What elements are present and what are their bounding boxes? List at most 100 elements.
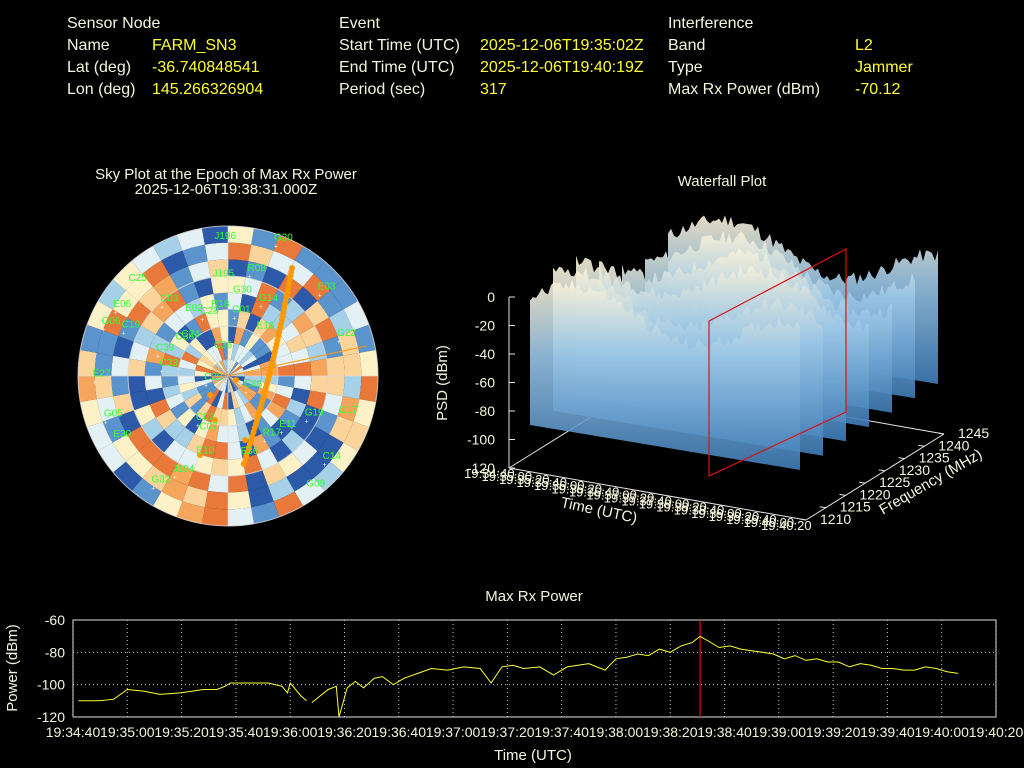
waterfall-freq-tick-label: 1245 (958, 425, 989, 441)
satellite-label: G20 (274, 232, 293, 243)
satellite-marker: + (196, 456, 200, 463)
waterfall-z-tick-label: -120 (467, 460, 495, 476)
sky-cell (230, 391, 240, 409)
satellite-marker: + (305, 419, 309, 426)
sky-cell (317, 290, 344, 318)
sky-cell (211, 344, 223, 362)
sky-cell (111, 376, 130, 397)
sky-cell (353, 324, 376, 353)
sky-cell (94, 376, 114, 400)
satellite-marker: + (211, 310, 215, 317)
sky-cell (128, 358, 146, 376)
sky-cell (195, 401, 212, 420)
waterfall-freq-tick (878, 469, 885, 472)
sky-cell (162, 353, 182, 368)
sky-cell (293, 376, 312, 391)
power-chart-x-tick-label: 19:35:40 (209, 724, 264, 740)
sky-cell (211, 370, 228, 376)
sky-cell (228, 370, 245, 376)
satellite-label: G32 (151, 475, 170, 486)
satellite-label: C28 (200, 306, 219, 317)
power-chart-x-tick-label: 19:40:00 (914, 724, 969, 740)
waterfall-time-tick-label: 19:40:20 (761, 518, 812, 533)
sky-cell (195, 378, 213, 388)
sky-cell (292, 286, 318, 312)
sky-cell (245, 261, 268, 283)
sky-cell (225, 359, 228, 376)
sky-cell (78, 349, 97, 376)
sky-cell (194, 370, 212, 376)
power-series-line (311, 635, 959, 718)
sky-cell (134, 404, 156, 426)
sky-cell (113, 261, 143, 291)
sky-cell (178, 376, 196, 385)
satellite-marker: + (101, 327, 105, 334)
sky-cell (210, 326, 223, 345)
sky-cell (222, 376, 228, 393)
power-chart-x-tick-label: 19:37:00 (426, 724, 481, 740)
max-rx-label: Max Rx Power (dBm) (668, 81, 821, 98)
sensor-lat-value: -36.740848541 (152, 59, 260, 76)
sky-cell (244, 332, 261, 351)
waterfall-time-tick-label: 19:39:20 (709, 509, 760, 524)
sky-cell (212, 376, 228, 385)
sky-cell (238, 350, 254, 366)
sky-cell (211, 376, 228, 382)
sky-cell (228, 392, 234, 410)
sky-cell (189, 337, 207, 355)
sky-cell (193, 454, 214, 475)
sky-cell (233, 326, 246, 345)
waterfall-freq-tick (859, 481, 866, 484)
sky-cell (273, 235, 303, 261)
sky-cell (217, 361, 228, 376)
sky-track-point (207, 392, 213, 398)
sky-cell (256, 351, 275, 365)
sky-cell (181, 387, 200, 401)
waterfall-z-tick-label: -60 (475, 375, 495, 391)
satellite-marker: + (247, 274, 251, 281)
sky-cell (256, 448, 278, 470)
sky-cell (203, 329, 217, 348)
sky-cell (98, 279, 126, 310)
sky-cell (250, 297, 270, 319)
sensor-lon-value: 145.266326904 (152, 81, 264, 98)
sky-cell (204, 242, 228, 262)
waterfall-freq-tick-label: 1240 (938, 437, 969, 453)
sky-cell (176, 324, 196, 344)
sky-cell (228, 361, 239, 376)
sky-cell (113, 393, 135, 416)
sky-track-point (240, 461, 247, 467)
sky-cell (306, 341, 327, 362)
sky-cell (236, 388, 250, 405)
sky-cell (196, 359, 214, 371)
sky-cell (343, 301, 369, 331)
satellite-marker: + (156, 354, 160, 361)
sky-cell (213, 376, 228, 387)
sky-plot-tracks (197, 265, 295, 467)
waterfall-freq-tick-label: 1220 (859, 486, 890, 502)
satellite-marker: + (339, 416, 343, 423)
sky-cell (170, 401, 190, 419)
sky-cell (293, 361, 312, 376)
power-chart-x-tick-label: 19:35:20 (154, 724, 209, 740)
sky-cell (195, 364, 213, 374)
sky-cell (228, 507, 255, 526)
waterfall-time-tick-label: 19:37:40 (621, 494, 672, 509)
satellite-marker: + (259, 304, 263, 311)
satellite-marker: + (240, 457, 244, 464)
sky-cell (248, 244, 274, 267)
sky-cell (219, 408, 228, 426)
sensor-lon-label: Lon (deg) (67, 81, 136, 98)
satellite-label: G05 (104, 408, 123, 419)
satellite-marker: + (173, 475, 177, 482)
sky-cell (96, 396, 119, 422)
satellite-label: G09 (306, 479, 325, 490)
sky-cell (267, 250, 295, 275)
sky-track-point (242, 437, 248, 443)
power-chart-y-tick-label: -80 (45, 644, 65, 660)
power-chart-series (78, 635, 959, 718)
sky-cell (253, 343, 272, 360)
type-value: Jammer (855, 59, 913, 76)
sky-cell (165, 342, 185, 359)
